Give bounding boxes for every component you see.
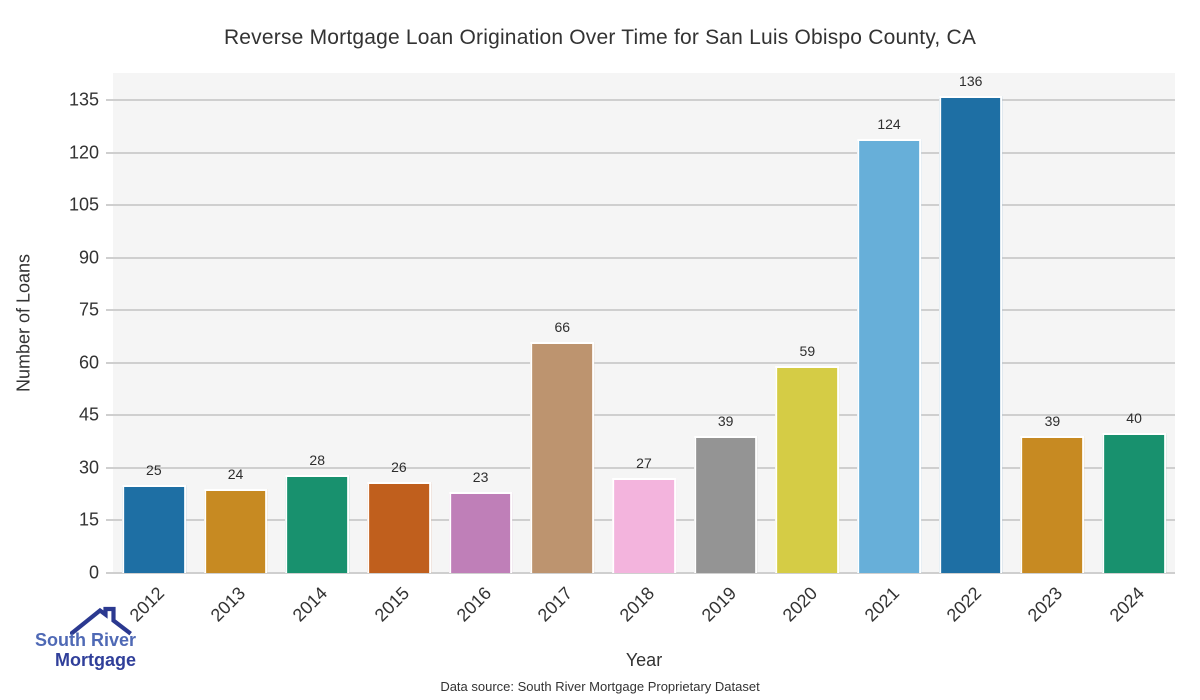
x-axis-line [113, 572, 1175, 574]
y-tick-mark [106, 466, 113, 469]
bar-2019 [693, 436, 758, 573]
bar-slot-2020: 59 2020 [767, 73, 849, 625]
gridline [113, 466, 1175, 469]
logo-text-line2: Mortgage [55, 650, 136, 670]
x-tick-label: 2024 [1105, 583, 1149, 626]
y-tick-mark [106, 572, 113, 574]
x-tick-label: 2016 [452, 583, 495, 626]
bar-2015 [367, 481, 431, 573]
bar-slot-2017: 66 2017 [521, 73, 603, 625]
x-tick-label: 2021 [860, 583, 904, 626]
bar-2022 [938, 96, 1003, 573]
x-tick-label: 2019 [697, 583, 740, 626]
bar-2020 [775, 366, 840, 573]
bar-value-label: 136 [959, 73, 983, 90]
data-source-note: Data source: South River Mortgage Propri… [440, 679, 760, 694]
y-tick-label: 0 [88, 562, 99, 583]
bar-2017 [530, 341, 595, 573]
bar-slot-2015: 26 2015 [358, 73, 440, 625]
y-tick-mark [106, 309, 113, 312]
bar-value-label: 25 [146, 462, 162, 479]
bar-value-label: 39 [1044, 413, 1061, 430]
gridline [113, 151, 1175, 154]
y-tick-label: 90 [78, 247, 99, 268]
bar-value-label: 59 [799, 343, 816, 360]
bar-2013 [203, 488, 268, 573]
x-tick-label: 2014 [288, 583, 332, 626]
y-tick-mark [106, 256, 113, 259]
bar-slot-2016: 23 2016 [440, 73, 522, 625]
x-tick-label: 2017 [533, 583, 577, 626]
y-tick-label: 75 [78, 299, 99, 320]
logo-text-line1: South River [34, 630, 136, 650]
x-tick-label: 2020 [779, 583, 822, 626]
bar-value-label: 66 [554, 318, 571, 335]
y-tick-mark [106, 519, 113, 522]
bar-2021 [857, 138, 921, 573]
bar-value-label: 28 [309, 451, 325, 468]
bar-value-label: 24 [227, 465, 244, 482]
bar-slot-2024: 40 2024 [1093, 73, 1175, 625]
bar-2012 [121, 485, 186, 573]
y-tick-label: 60 [78, 352, 99, 373]
y-tick-mark [106, 98, 113, 101]
y-tick-label: 120 [68, 142, 99, 163]
bar-value-label: 23 [472, 469, 489, 486]
x-tick-label: 2018 [615, 583, 659, 626]
bar-value-label: 26 [391, 458, 407, 475]
y-tick-label: 30 [78, 457, 99, 478]
bar-slot-2019: 39 2019 [685, 73, 767, 625]
bar-slot-2018: 27 2018 [603, 73, 685, 625]
bar-value-label: 27 [636, 455, 652, 472]
house-roof-icon [70, 606, 132, 636]
y-tick-label: 45 [78, 404, 99, 425]
bars-row: 25 2012 24 2013 28 2014 26 2015 23 2016 66 2017 27 20… [113, 73, 1175, 625]
bar-slot-2014: 28 2014 [276, 73, 358, 625]
y-tick-label: 135 [68, 89, 99, 110]
y-tick-label: 105 [68, 194, 99, 215]
bar-value-label: 40 [1126, 409, 1142, 426]
gridline [113, 98, 1175, 101]
bar-2014 [285, 474, 350, 573]
bar-2018 [612, 478, 676, 573]
gridline [113, 204, 1175, 207]
bar-slot-2022: 136 2022 [930, 73, 1012, 625]
y-tick-label: 15 [78, 509, 99, 530]
x-tick-label: 2023 [1024, 583, 1067, 626]
x-tick-label: 2022 [942, 583, 985, 626]
bar-slot-2013: 24 2013 [195, 73, 277, 625]
gridline [113, 414, 1175, 417]
y-axis-ticks: 0 15 30 45 60 75 90 105 120 135 [0, 73, 99, 582]
y-tick-mark [106, 414, 113, 417]
gridline [113, 309, 1175, 312]
gridline [113, 361, 1175, 364]
bar-slot-2021: 124 2021 [848, 73, 930, 625]
y-tick-mark [106, 204, 113, 207]
bar-slot-2023: 39 2023 [1012, 73, 1094, 625]
x-tick-label: 2015 [370, 583, 414, 626]
gridline [113, 256, 1175, 259]
bar-value-label: 124 [877, 115, 901, 132]
y-tick-mark [106, 361, 113, 364]
south-river-mortgage-logo: South River Mortgage [20, 606, 138, 678]
bar-slot-2012: 25 2012 [113, 73, 195, 625]
chart-title: Reverse Mortgage Loan Origination Over T… [223, 26, 977, 49]
y-tick-mark [106, 151, 113, 154]
x-axis-title: Year [625, 650, 663, 670]
bar-2023 [1020, 436, 1085, 573]
plot-area: 25 2012 24 2013 28 2014 26 2015 23 2016 66 2017 27 20… [106, 73, 1175, 625]
x-tick-label: 2013 [207, 583, 250, 626]
bar-2016 [448, 492, 513, 573]
bar-value-label: 39 [717, 413, 734, 430]
bar-2024 [1102, 432, 1166, 573]
